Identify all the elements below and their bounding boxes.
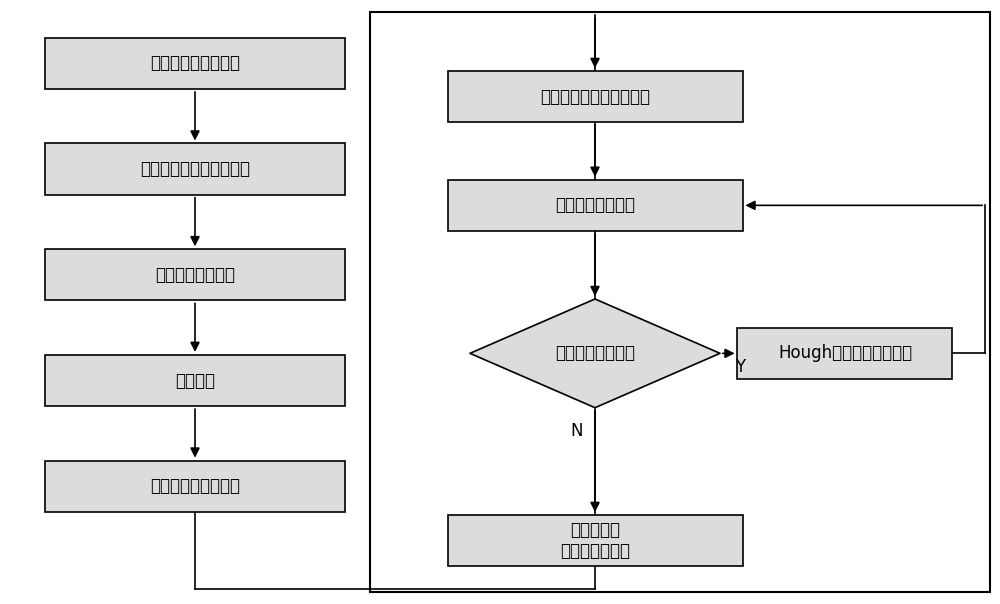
Text: 遍历亚像素坐标点: 遍历亚像素坐标点 xyxy=(555,196,635,214)
Text: 改进型重心法亚像素定位: 改进型重心法亚像素定位 xyxy=(540,88,650,106)
Text: 摄像头获取原始图像: 摄像头获取原始图像 xyxy=(150,54,240,72)
Bar xyxy=(737,327,952,379)
Text: 灰度图像中值滤波: 灰度图像中值滤波 xyxy=(155,266,235,284)
Text: 对原始图像转换为灰度图: 对原始图像转换为灰度图 xyxy=(140,160,250,178)
Bar xyxy=(448,515,742,567)
Text: Y: Y xyxy=(735,358,745,376)
Bar xyxy=(45,37,345,89)
Text: 去除毛刺和边缘噪声: 去除毛刺和边缘噪声 xyxy=(150,477,240,495)
Text: 最终线激光
中心亚像素定位: 最终线激光 中心亚像素定位 xyxy=(560,521,630,560)
Text: 阈値分割: 阈値分割 xyxy=(175,371,215,390)
Bar xyxy=(45,355,345,406)
Text: N: N xyxy=(571,422,583,440)
Bar xyxy=(370,12,990,592)
Bar xyxy=(448,180,742,231)
Bar xyxy=(448,71,742,122)
Bar xyxy=(45,144,345,194)
Polygon shape xyxy=(470,299,720,408)
Bar xyxy=(45,460,345,512)
Text: 检测有无伪目标点: 检测有无伪目标点 xyxy=(555,344,635,362)
Text: Hough变换纠正伪目标点: Hough变换纠正伪目标点 xyxy=(778,344,912,362)
Bar xyxy=(45,249,345,300)
